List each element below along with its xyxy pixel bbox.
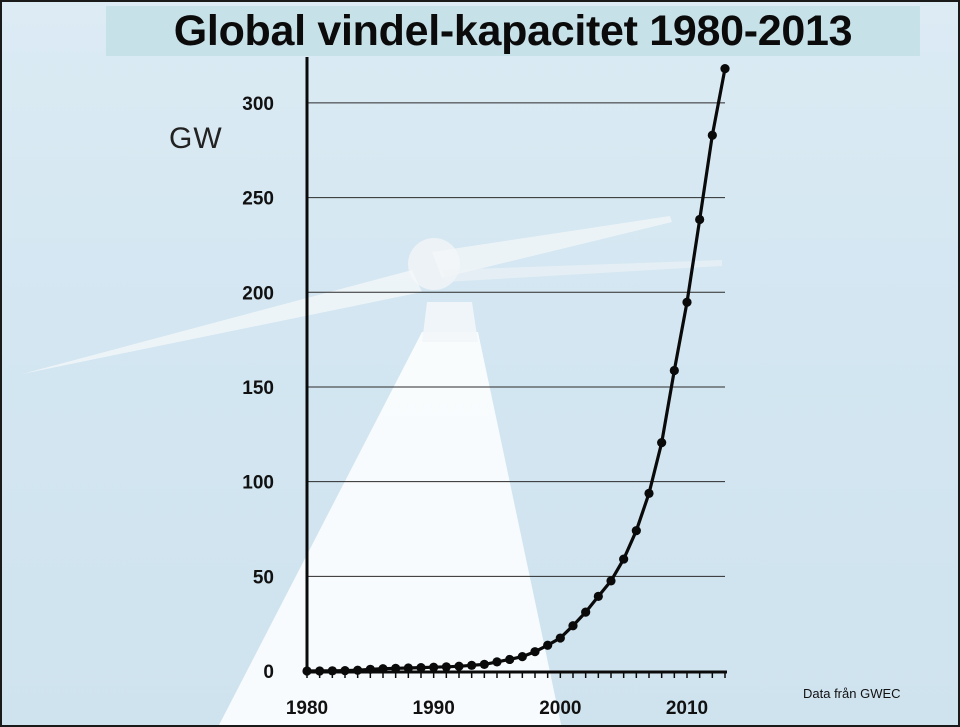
y-tick-label: 100 — [242, 473, 274, 494]
data-point-1986 — [378, 664, 388, 674]
title-band — [106, 6, 920, 56]
data-point-1998 — [530, 647, 540, 657]
data-point-1980 — [302, 666, 312, 676]
data-point-2009 — [669, 365, 679, 376]
y-tick-label: 0 — [263, 662, 274, 683]
data-point-1994 — [479, 659, 489, 669]
y-tick-label: 200 — [242, 283, 274, 304]
y-tick-label: 50 — [253, 567, 274, 588]
data-point-2000 — [555, 633, 565, 643]
data-point-1981 — [315, 666, 325, 676]
y-tick-label: 150 — [242, 378, 274, 399]
data-point-1989 — [416, 662, 426, 673]
data-point-2001 — [568, 621, 578, 631]
data-point-1985 — [365, 664, 375, 674]
data-point-1997 — [517, 652, 527, 662]
data-point-1987 — [391, 663, 401, 673]
series-line — [306, 68, 727, 673]
x-tick-label: 2010 — [666, 698, 708, 719]
x-tick-label: 1990 — [413, 698, 455, 719]
data-point-2005 — [619, 554, 629, 564]
data-point-1991 — [441, 662, 451, 672]
data-point-2003 — [593, 591, 603, 601]
x-tick-label: 2000 — [539, 698, 581, 719]
data-point-2008 — [657, 438, 667, 448]
data-point-2012 — [707, 130, 717, 140]
y-tick-label: 300 — [242, 94, 274, 115]
y-tick-label: 250 — [242, 189, 274, 210]
data-point-1993 — [467, 660, 477, 670]
data-point-2002 — [581, 607, 591, 617]
data-point-2013 — [720, 63, 730, 74]
data-point-1983 — [340, 666, 350, 676]
data-point-1988 — [403, 663, 413, 673]
data-point-1982 — [327, 666, 337, 676]
data-point-1996 — [505, 654, 515, 665]
data-point-1999 — [543, 640, 553, 650]
x-tick-label: 1980 — [286, 698, 328, 719]
data-point-1992 — [454, 661, 464, 671]
y-axis-label: GW — [169, 122, 223, 155]
data-point-2010 — [682, 297, 692, 307]
data-point-2006 — [631, 526, 641, 536]
source-note: Data från GWEC — [803, 686, 901, 701]
data-point-1984 — [353, 665, 363, 675]
data-point-2011 — [695, 214, 705, 225]
chart-title: Global vindel-kapacitet 1980-2013 — [173, 7, 853, 55]
data-point-1990 — [429, 662, 439, 672]
data-point-2004 — [606, 576, 616, 586]
data-point-2007 — [644, 488, 654, 498]
data-point-1995 — [492, 657, 502, 667]
